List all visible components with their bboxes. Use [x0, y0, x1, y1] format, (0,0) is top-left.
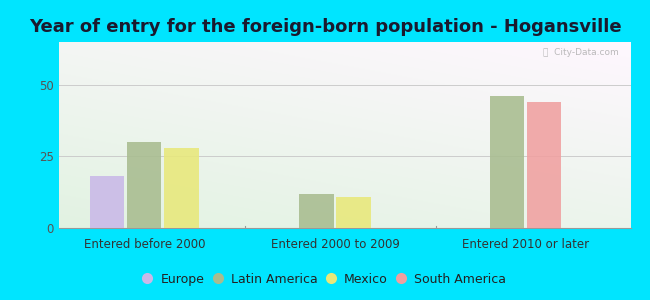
Legend: Europe, Latin America, Mexico, South America: Europe, Latin America, Mexico, South Ame… [139, 268, 511, 291]
Bar [299, 194, 333, 228]
Bar [164, 148, 199, 228]
Bar [527, 102, 562, 228]
Text: ⓘ  City-Data.com: ⓘ City-Data.com [543, 48, 619, 57]
Text: Year of entry for the foreign-born population - Hogansville: Year of entry for the foreign-born popul… [29, 18, 621, 36]
Bar [490, 96, 524, 228]
Bar [337, 196, 370, 228]
Bar [90, 176, 124, 228]
Bar [127, 142, 161, 228]
